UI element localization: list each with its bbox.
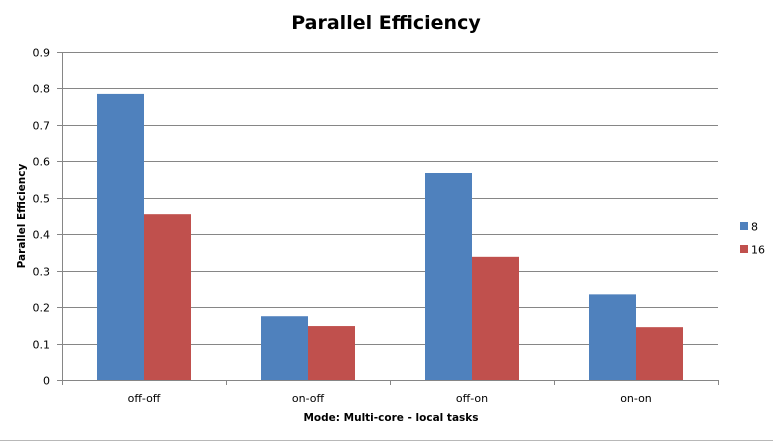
x-tick-label-on-off: on-off <box>292 392 325 405</box>
bar-off-on-series-8 <box>425 173 472 380</box>
legend-swatch-8 <box>740 222 748 230</box>
bar-off-off-series-16 <box>144 214 191 380</box>
bar-on-off-series-16 <box>308 326 355 380</box>
x-axis-tick-labels: off-off on-off off-on on-on <box>128 392 652 405</box>
legend-label-8: 8 <box>751 221 758 234</box>
bar-off-on-series-16 <box>472 256 519 380</box>
legend: 8 16 <box>740 221 765 257</box>
y-tick-label: 0.6 <box>33 156 51 169</box>
x-tick-label-off-off: off-off <box>128 392 161 405</box>
bar-off-off-series-8 <box>97 93 144 380</box>
y-tick-label: 0.4 <box>33 229 51 242</box>
bars <box>97 93 683 380</box>
axes <box>62 52 719 385</box>
y-axis-ticks: 0 0.1 0.2 0.3 0.4 0.5 0.6 0.7 0.8 0.9 <box>33 47 62 388</box>
x-tick-label-off-on: off-on <box>456 392 488 405</box>
x-tick-label-on-on: on-on <box>620 392 652 405</box>
x-axis-title: Mode: Multi-core - local tasks <box>303 412 478 424</box>
y-tick-label: 0.5 <box>33 193 51 206</box>
y-tick-label: 0.1 <box>33 339 51 352</box>
y-tick-label: 0.2 <box>33 302 51 315</box>
y-tick-label: 0.3 <box>33 266 51 279</box>
y-tick-label: 0 <box>43 375 50 388</box>
y-tick-label: 0.8 <box>33 83 51 96</box>
y-tick-label: 0.9 <box>33 47 51 60</box>
bar-on-off-series-8 <box>261 316 308 380</box>
bar-on-on-series-8 <box>589 294 636 380</box>
legend-label-16: 16 <box>751 244 765 257</box>
bar-on-on-series-16 <box>636 327 683 380</box>
chart-title: Parallel Efficiency <box>291 12 481 34</box>
y-tick-label: 0.7 <box>33 120 51 133</box>
legend-swatch-16 <box>740 245 748 253</box>
y-axis-title: Parallel Efficiency <box>16 163 28 268</box>
